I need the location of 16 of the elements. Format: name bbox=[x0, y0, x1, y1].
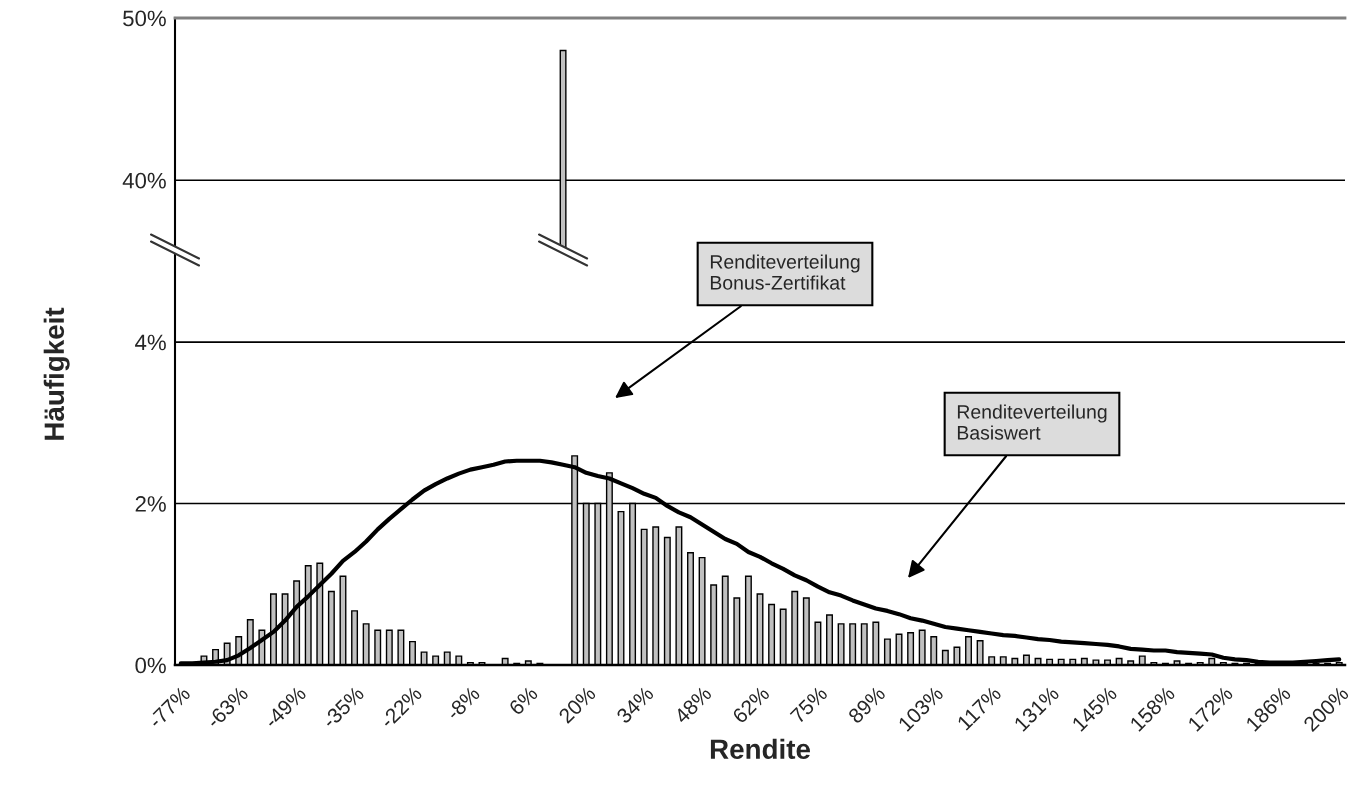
x-tick-label: 62% bbox=[731, 685, 771, 724]
y-tick-label: 2% bbox=[135, 496, 166, 512]
x-axis-title: Rendite bbox=[710, 738, 810, 760]
y-tick-label: 40% bbox=[122, 172, 166, 189]
y-axis-title: Häufigkeit bbox=[43, 307, 70, 440]
annotation: Renditeverteilung Basiswert bbox=[957, 404, 1107, 440]
x-tick-label: 34% bbox=[615, 685, 655, 725]
y-tick-label: 4% bbox=[135, 334, 166, 351]
y-tick-label: 50% bbox=[123, 10, 166, 27]
x-tick-label: 89% bbox=[847, 685, 887, 725]
x-tick-label: 75% bbox=[789, 685, 829, 724]
annotation: Renditeverteilung Bonus-Zertifikat bbox=[710, 254, 860, 290]
x-tick-label: 6% bbox=[508, 685, 539, 716]
y-tick-label: 0% bbox=[135, 657, 166, 674]
x-tick-label: -8% bbox=[445, 685, 481, 721]
x-tick-label: 48% bbox=[673, 685, 713, 725]
